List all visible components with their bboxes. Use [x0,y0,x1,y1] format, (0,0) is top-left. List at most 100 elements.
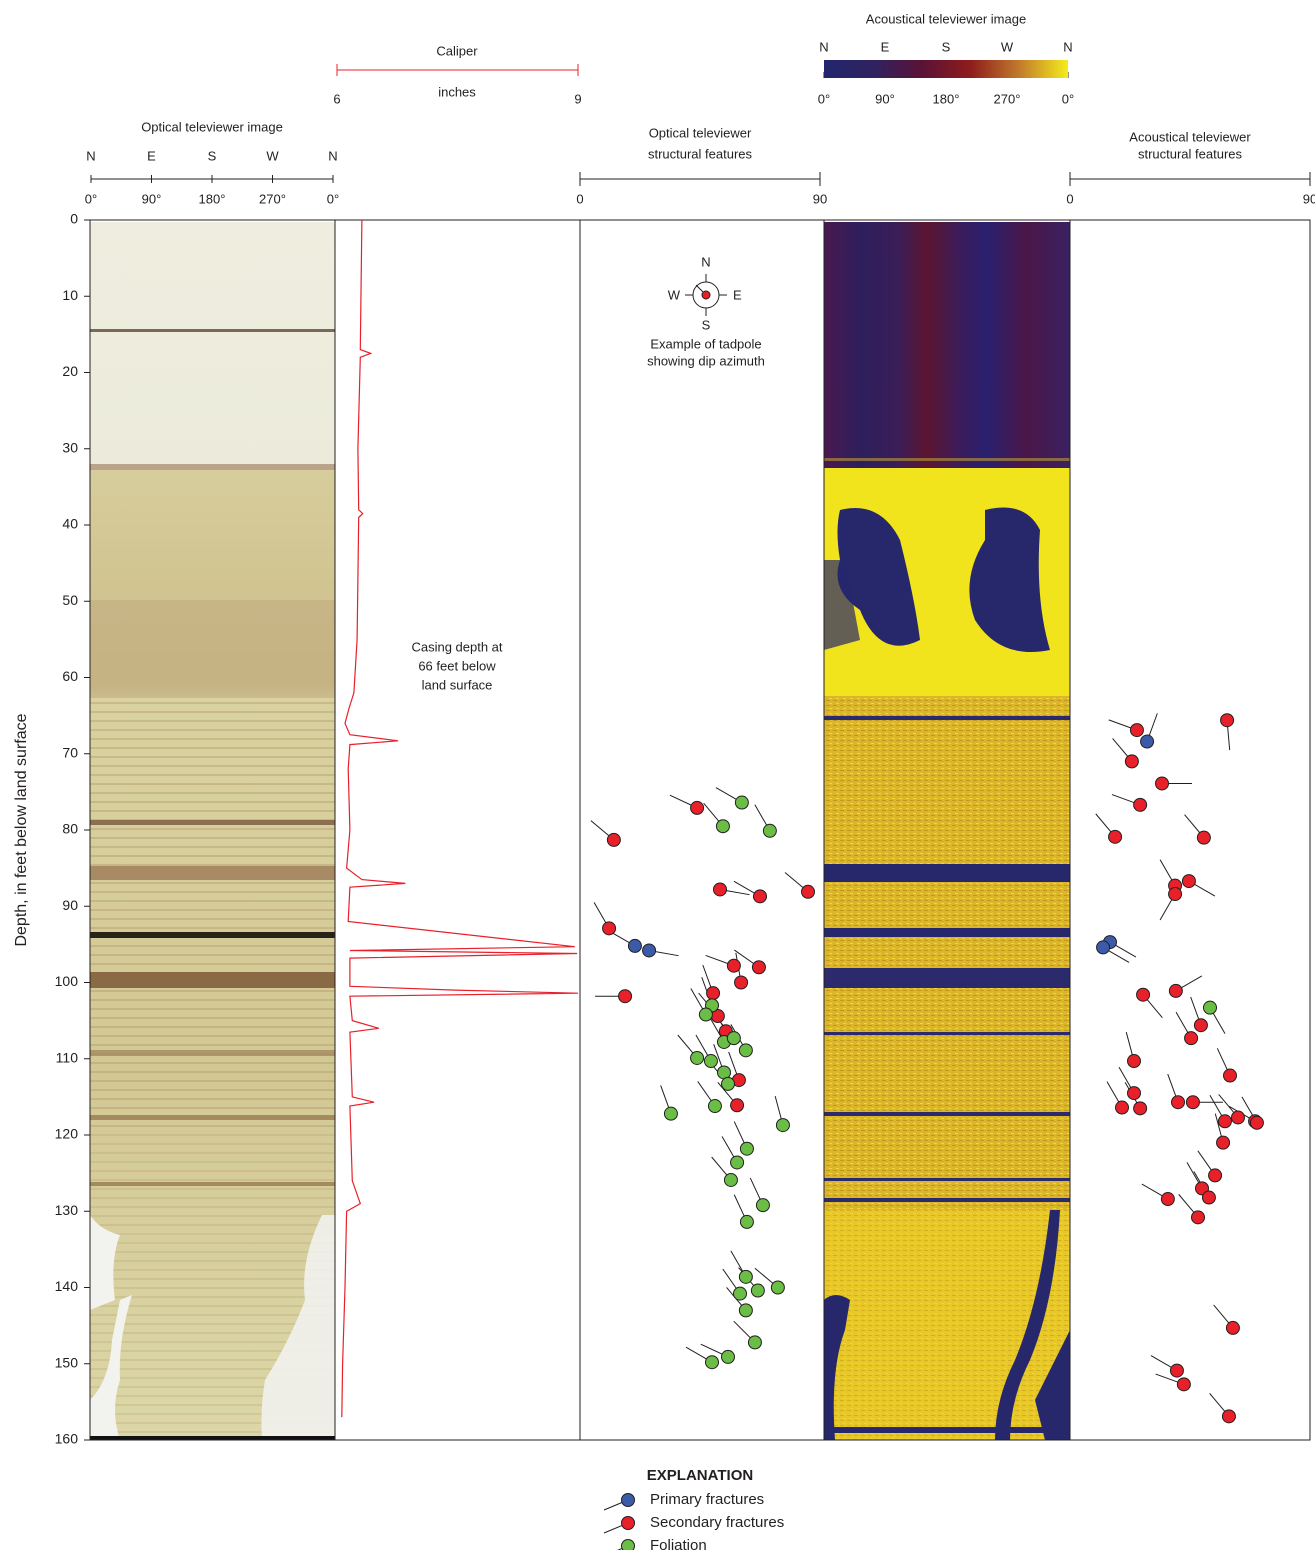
example-direction: S [702,317,711,332]
y-tick-label: 130 [55,1202,79,1218]
tails [1095,713,1258,1417]
color-bar [824,60,1068,78]
x-tick-label: 90° [142,191,162,206]
tadpole-head [1160,1192,1175,1207]
tadpole-head [690,800,705,815]
y-tick-label: 30 [62,439,78,455]
example-caption: Example of tadpole [650,336,761,351]
axis-label: inches [438,84,476,99]
direction-label: E [147,148,156,163]
tadpole-head [726,958,741,973]
y-tick-label: 40 [62,516,78,532]
x-tick-label: 6 [333,91,340,106]
tadpole-head [730,1098,745,1113]
annotation: land surface [422,677,493,692]
tadpole-head [1185,1095,1200,1110]
panel-title: Acoustical televiewer [1129,129,1251,144]
tadpole-head [1171,1095,1185,1110]
tadpole-head [1216,1135,1231,1150]
y-tick-label: 120 [55,1126,79,1142]
tadpole-head [606,832,621,847]
y-tick-label: 100 [55,973,79,989]
panel-title: Optical televiewer [649,125,752,140]
tadpole-head [1133,797,1148,812]
tadpole-head [723,1172,738,1187]
direction-label: N [1063,39,1072,54]
tadpole-head [1203,1000,1217,1015]
tadpole-head [762,823,777,838]
panel-title: structural features [648,146,753,161]
tadpole-example: N E S W Example of tadpole showing dip a… [647,254,765,368]
legend-label: Secondary fractures [650,1514,784,1531]
tadpole-head [1181,874,1196,889]
direction-label: W [1001,39,1014,54]
tadpole-head [1223,1068,1237,1083]
example-direction: N [701,254,710,269]
tadpole-head [1196,830,1211,845]
tadpole-head [775,1118,790,1133]
tadpole-head [1225,1320,1240,1335]
y-tick-label: 90 [62,897,78,913]
x-tick-label: 180° [199,191,226,206]
tadpole-head [751,960,766,975]
panel-title: structural features [1138,146,1243,161]
tadpole-head [1124,754,1139,769]
tadpole-head [1115,1100,1129,1115]
tadpole-head [734,795,749,810]
example-direction: E [733,287,742,302]
heads [1096,713,1264,1424]
annotation: Casing depth at [411,639,502,654]
panel-title: Caliper [436,43,478,58]
tadpole-head [1191,1210,1205,1225]
panel-title: Optical televiewer image [141,119,283,134]
caliper-line [341,219,579,1418]
legend-swatch [621,1539,635,1553]
x-tick-label: 0° [327,191,339,206]
optical-image [90,222,335,1440]
tadpole-head [739,1214,754,1229]
direction-label: N [328,148,337,163]
tadpole-head [1140,734,1155,749]
tadpole-head [1249,1115,1264,1130]
tails [590,787,809,1363]
tadpole-head [733,1286,747,1301]
tadpole-head [721,1076,735,1091]
tadpole-head [1221,1409,1236,1424]
tadpole-head [1193,1018,1208,1033]
tadpole-head [663,1106,678,1121]
x-tick-label: 90 [813,191,827,206]
direction-label: E [881,39,890,54]
tadpole-head [1168,887,1183,902]
tadpole-head [721,1349,735,1364]
tadpole-head [755,1198,770,1213]
tadpole-head [739,1141,754,1156]
tadpole-head [1096,940,1111,955]
x-tick-label: 0 [576,191,583,206]
y-tick-label: 60 [62,668,78,684]
tadpole-head [1129,723,1144,738]
tadpole-head [726,1031,741,1046]
tadpole-head [627,938,642,953]
tadpole-head [1208,1168,1223,1183]
y-tick-label: 70 [62,744,78,760]
tadpole-head [1108,829,1123,844]
tadpole-head [1176,1377,1191,1392]
example-caption: showing dip azimuth [647,353,765,368]
tadpole-head [707,1099,722,1114]
tadpole-head [1155,776,1169,791]
x-tick-label: 0° [818,91,830,106]
tadpole-head [738,1303,753,1318]
direction-label: W [266,148,279,163]
x-tick-label: 180° [933,91,960,106]
y-tick-label: 80 [62,821,78,837]
example-direction: W [668,287,681,302]
x-tick-label: 270° [259,191,286,206]
tadpole-head [1201,1190,1216,1205]
tadpole-head [642,943,657,958]
heads [602,795,815,1370]
tadpole-head [705,1355,719,1370]
legend-label: Primary fractures [650,1491,764,1508]
tadpole-head [1127,1054,1141,1069]
y-tick-label: 150 [55,1354,79,1370]
